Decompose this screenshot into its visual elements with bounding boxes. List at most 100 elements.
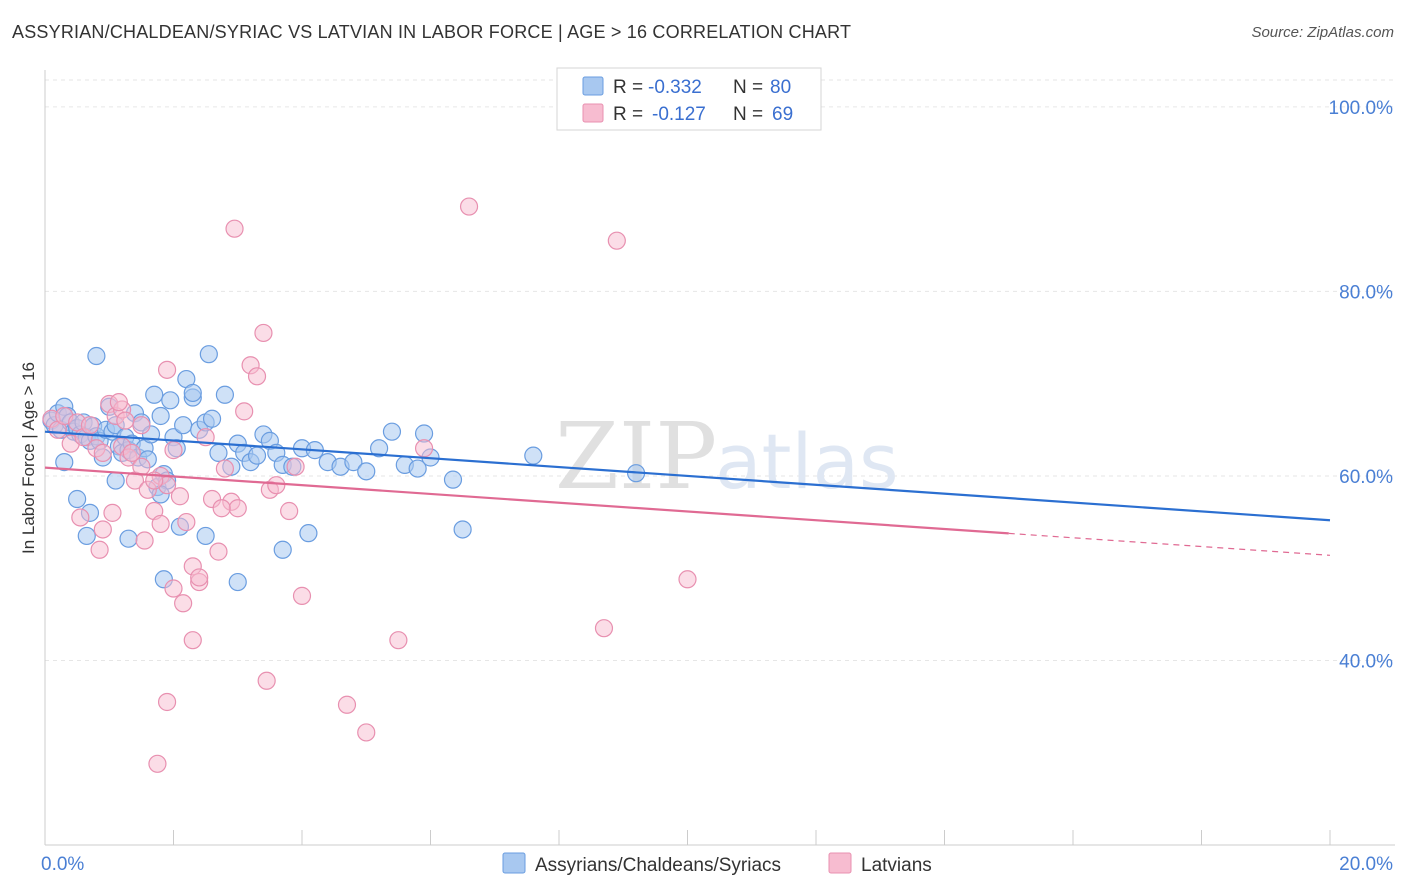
legend-r-value-1: -0.332 [648,77,702,98]
point-assyrians-71 [68,489,87,509]
y-tick-label-3: 100.0% [1329,98,1394,119]
point-latvians-41 [132,416,151,435]
point-latvians-20 [170,487,190,506]
point-assyrians-88 [443,470,463,489]
point-latvians-37 [292,586,312,605]
point-latvians-19 [164,441,183,460]
watermark: ZIP atlas [555,403,899,510]
point-assyrians-68 [408,459,427,478]
legend-n-label-2: N = [733,104,763,125]
point-assyrians-64 [357,462,376,481]
point-assyrians-78 [453,520,472,539]
point-latvians-30 [235,402,254,421]
point-latvians-6 [80,416,100,435]
trend-line-latvians [44,466,1009,535]
x-tick-labels: 0.0% 20.0% [41,854,1393,875]
legend-blue-swatch [582,76,604,96]
legend-stats: R = -0.332 N = 80 R = -0.127 N = 69 [556,67,822,131]
point-latvians-54 [389,631,408,650]
point-assyrians-66 [382,422,402,441]
x-tick-label-0: 0.0% [41,854,84,875]
point-latvians-55 [414,439,434,458]
legend-r-label-2: R = [613,104,643,125]
point-assyrians-79 [524,446,543,465]
x-tick-label-1: 20.0% [1339,854,1393,875]
point-latvians-60 [116,411,135,430]
point-assyrians-34 [151,406,170,426]
legend-r-value-2: -0.127 [652,104,706,125]
legend-series-blue-swatch [502,852,526,874]
point-latvians-50 [225,219,244,238]
series-latvians-points [42,197,697,773]
point-latvians-61 [71,508,90,527]
legend-n-value-1: 80 [770,77,791,98]
point-assyrians-32 [145,385,164,404]
point-latvians-33 [254,323,273,343]
chart-source: Source: ZipAtlas.com [1251,24,1394,41]
point-assyrians-40 [174,416,193,435]
point-latvians-32 [247,367,267,386]
point-latvians-49 [148,754,167,773]
point-latvians-36 [280,501,299,521]
point-assyrians-81 [87,346,106,366]
watermark-atlas: atlas [715,417,899,506]
point-latvians-48 [157,692,177,712]
point-latvians-27 [215,459,234,478]
legend-n-value-2: 69 [772,104,793,125]
point-assyrians-76 [228,572,247,592]
point-latvians-58 [607,231,626,250]
point-latvians-62 [90,540,109,559]
trend-line-assyrians [44,430,1331,522]
y-tick-labels: 40.0% 60.0% 80.0% 100.0% [1329,98,1394,673]
watermark-zip: ZIP [555,403,717,510]
point-latvians-8 [93,443,112,462]
point-latvians-26 [209,542,228,561]
point-latvians-68 [286,457,305,476]
point-assyrians-75 [196,526,215,546]
legend-series-pink-label: Latvians [861,855,932,876]
point-assyrians-84 [299,524,318,543]
point-assyrians-73 [106,471,125,490]
legend-r-label-1: R = [613,77,643,98]
point-assyrians-46 [202,409,222,428]
point-latvians-47 [183,631,202,650]
point-latvians-46 [190,568,209,587]
point-latvians-35 [267,476,286,495]
point-latvians-65 [135,531,154,550]
trend-lines [44,430,1331,556]
point-assyrians-65 [370,439,389,458]
point-assyrians-77 [273,540,292,559]
point-latvians-38 [103,503,122,522]
point-latvians-51 [257,671,276,690]
chart-title: ASSYRIAN/CHALDEAN/SYRIAC VS LATVIAN IN L… [12,22,852,42]
point-assyrians-47 [209,443,228,462]
legend-series: Assyrians/Chaldeans/Syriacs Latvians [502,852,932,876]
point-assyrians-86 [77,526,96,546]
point-latvians-39 [93,520,112,539]
point-latvians-45 [174,594,193,613]
point-latvians-64 [122,443,141,462]
point-latvians-57 [594,619,614,638]
point-latvians-53 [357,723,376,742]
point-latvians-59 [678,570,697,589]
point-latvians-21 [177,512,196,532]
legend-series-blue-label: Assyrians/Chaldeans/Syriacs [535,855,781,876]
point-assyrians-53 [247,446,267,465]
point-latvians-43 [157,360,177,379]
point-assyrians-37 [161,391,180,410]
trend-line-latvians-extension [1008,532,1331,556]
point-latvians-56 [459,197,479,216]
point-assyrians-85 [119,529,138,548]
point-latvians-66 [151,514,170,534]
y-tick-label-2: 80.0% [1339,282,1393,303]
y-axis-label: In Labor Force | Age > 16 [19,362,38,554]
point-assyrians-48 [215,385,234,404]
y-tick-label-0: 40.0% [1339,651,1393,672]
point-latvians-63 [109,393,128,412]
legend-n-label-1: N = [733,77,763,98]
point-assyrians-83 [183,383,202,403]
point-latvians-44 [164,579,183,598]
legend-pink-swatch [582,103,604,123]
y-tick-label-1: 60.0% [1339,467,1393,488]
